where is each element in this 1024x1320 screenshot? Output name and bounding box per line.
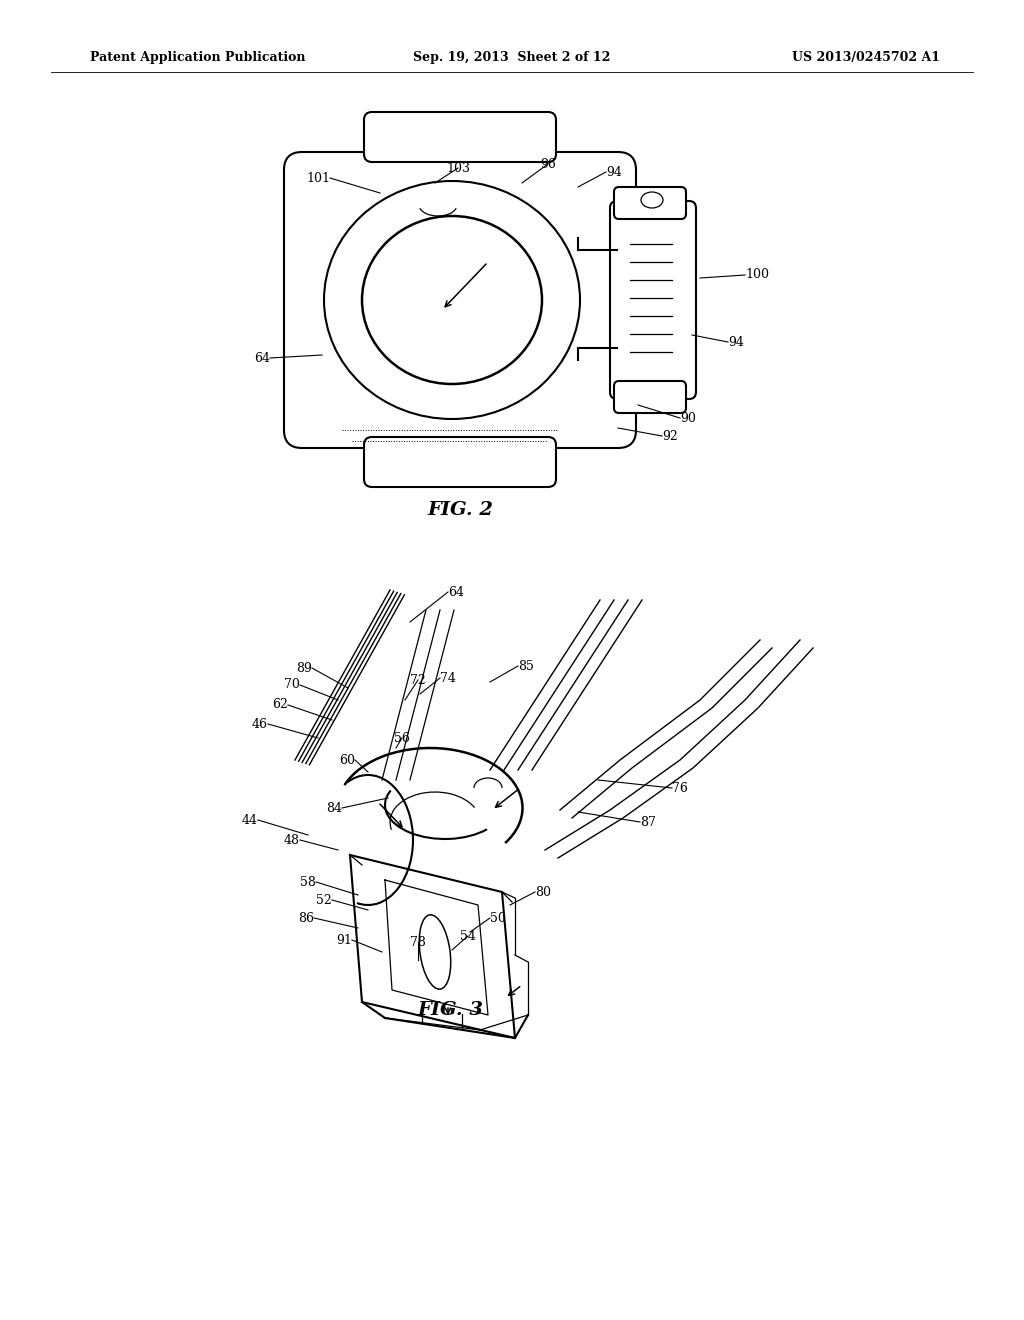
FancyBboxPatch shape	[364, 112, 556, 162]
Text: FIG. 2: FIG. 2	[427, 502, 493, 519]
Text: 48: 48	[284, 833, 300, 846]
Text: 91: 91	[336, 933, 352, 946]
Text: 62: 62	[272, 698, 288, 711]
Text: 52: 52	[316, 894, 332, 907]
Text: 84: 84	[326, 801, 342, 814]
Ellipse shape	[362, 216, 542, 384]
Text: FIG. 3: FIG. 3	[417, 1001, 483, 1019]
Text: 60: 60	[339, 754, 355, 767]
Text: Sep. 19, 2013  Sheet 2 of 12: Sep. 19, 2013 Sheet 2 of 12	[414, 51, 610, 65]
FancyBboxPatch shape	[614, 187, 686, 219]
Text: 89: 89	[296, 661, 312, 675]
Text: 58: 58	[300, 875, 316, 888]
Text: 87: 87	[640, 816, 656, 829]
Ellipse shape	[324, 181, 580, 418]
Text: 90: 90	[680, 412, 696, 425]
Text: 44: 44	[242, 813, 258, 826]
Ellipse shape	[641, 191, 663, 209]
Text: 94: 94	[606, 165, 622, 178]
Text: 64: 64	[449, 586, 464, 598]
Text: 70: 70	[284, 678, 300, 692]
Text: 72: 72	[411, 673, 426, 686]
Text: 54: 54	[460, 929, 476, 942]
Text: 92: 92	[662, 429, 678, 442]
Text: 100: 100	[745, 268, 769, 281]
FancyBboxPatch shape	[284, 152, 636, 447]
Text: 94: 94	[728, 335, 743, 348]
FancyBboxPatch shape	[614, 381, 686, 413]
Text: US 2013/0245702 A1: US 2013/0245702 A1	[792, 51, 940, 65]
Text: 78: 78	[410, 936, 426, 949]
Text: 56: 56	[394, 731, 410, 744]
Text: 50: 50	[490, 912, 506, 924]
Ellipse shape	[419, 915, 451, 989]
Text: 80: 80	[535, 886, 551, 899]
Text: 96: 96	[540, 157, 556, 170]
Text: Patent Application Publication: Patent Application Publication	[90, 51, 305, 65]
Text: 101: 101	[306, 172, 330, 185]
Text: 85: 85	[518, 660, 534, 672]
Text: 64: 64	[254, 351, 270, 364]
Text: 103: 103	[446, 161, 470, 174]
FancyBboxPatch shape	[610, 201, 696, 399]
Text: 74: 74	[440, 672, 456, 685]
FancyBboxPatch shape	[364, 437, 556, 487]
Text: 46: 46	[252, 718, 268, 730]
Text: 76: 76	[672, 781, 688, 795]
Text: 86: 86	[298, 912, 314, 924]
